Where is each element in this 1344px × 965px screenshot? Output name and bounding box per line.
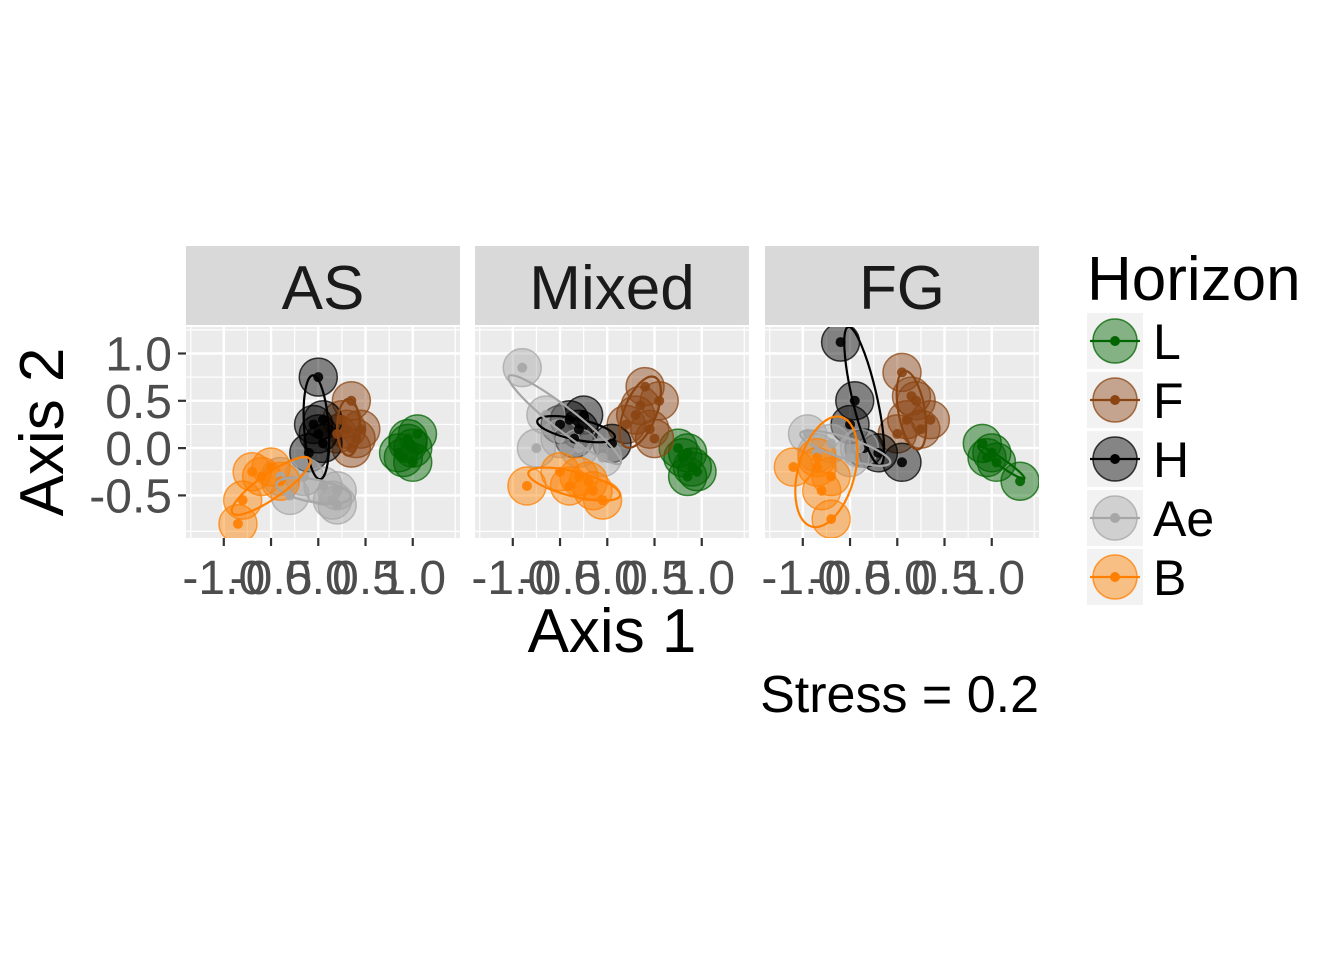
legend-title: Horizon [1087,245,1301,314]
point-center-f [650,434,660,444]
point-center-l [692,467,702,477]
point-center-f [902,415,912,425]
point-center-f [631,410,641,420]
point-center-ae [531,443,541,453]
legend-label: Ae [1153,491,1214,547]
legend-item-h: H [1087,431,1189,488]
point-center-b [522,481,532,491]
point-center-l [408,443,418,453]
legend-item-l: L [1087,313,1181,370]
point-center-ae [332,500,342,510]
point-center-b [826,471,836,481]
legend-item-f: F [1087,372,1184,429]
point-center-ae [826,438,836,448]
point-center-f [640,382,650,392]
y-tick-label: 0.5 [105,376,172,429]
legend-label: B [1153,550,1186,606]
point-center-f [342,424,352,434]
legend-label: L [1153,314,1181,370]
x-tick-label: 1.0 [379,552,446,605]
point-center-l [412,429,422,439]
legend-label: H [1153,432,1189,488]
facet-panel-as: AS -1.0-0.50.00.51.0 [182,246,460,605]
facet-panel-fg: FG -1.0-0.50.00.51.0 [761,246,1039,605]
legend-key-dot [1110,513,1120,523]
facet-strip-label: Mixed [529,254,694,323]
point-center-h [897,457,907,467]
legend-key-dot [1110,336,1120,346]
point-center-b [583,476,593,486]
legend-label: F [1153,373,1184,429]
facet-panel-mixed: Mixed -1.0-0.50.00.51.0 [471,246,749,605]
point-center-h [313,429,323,439]
y-axis-title: Axis 2 [8,348,77,517]
point-center-h [574,424,584,434]
point-center-l [403,434,413,444]
stress-annotation: Stress = 0.2 [760,666,1039,724]
x-tick-label: 1.0 [958,552,1025,605]
point-center-f [621,419,631,429]
point-center-l [683,471,693,481]
point-center-l [673,443,683,453]
point-center-l [394,448,404,458]
legend-item-b: B [1087,549,1186,606]
point-center-f [635,401,645,411]
point-center-b [812,453,822,463]
point-center-f [916,424,926,434]
y-tick-label: -0.5 [89,470,172,523]
point-center-b [564,481,574,491]
point-center-h [318,415,328,425]
point-center-l [408,457,418,467]
x-axis-title: Axis 1 [528,597,697,666]
point-center-b [247,467,257,477]
y-tick-label: 0.0 [105,423,172,476]
facet-strip-label: FG [859,254,945,323]
facet-panels: AS-1.0-0.50.00.51.0Mixed-1.0-0.50.00.51.… [182,246,1039,605]
point-center-ae [517,363,527,373]
point-center-b [588,486,598,496]
point-center-f [911,396,921,406]
legend-key-dot [1110,572,1120,582]
point-center-b [812,462,822,472]
point-center-b [233,519,243,529]
y-axis: 1.00.50.0-0.5 [89,328,186,523]
y-tick-label: 1.0 [105,328,172,381]
point-center-f [892,429,902,439]
legend-key-dot [1110,395,1120,405]
point-center-h [309,419,319,429]
legend-item-ae: Ae [1087,490,1214,547]
facet-strip-label: AS [282,254,365,323]
point-center-h [318,438,328,448]
point-center-l [678,453,688,463]
legend-key-dot [1110,454,1120,464]
point-center-b [817,486,827,496]
